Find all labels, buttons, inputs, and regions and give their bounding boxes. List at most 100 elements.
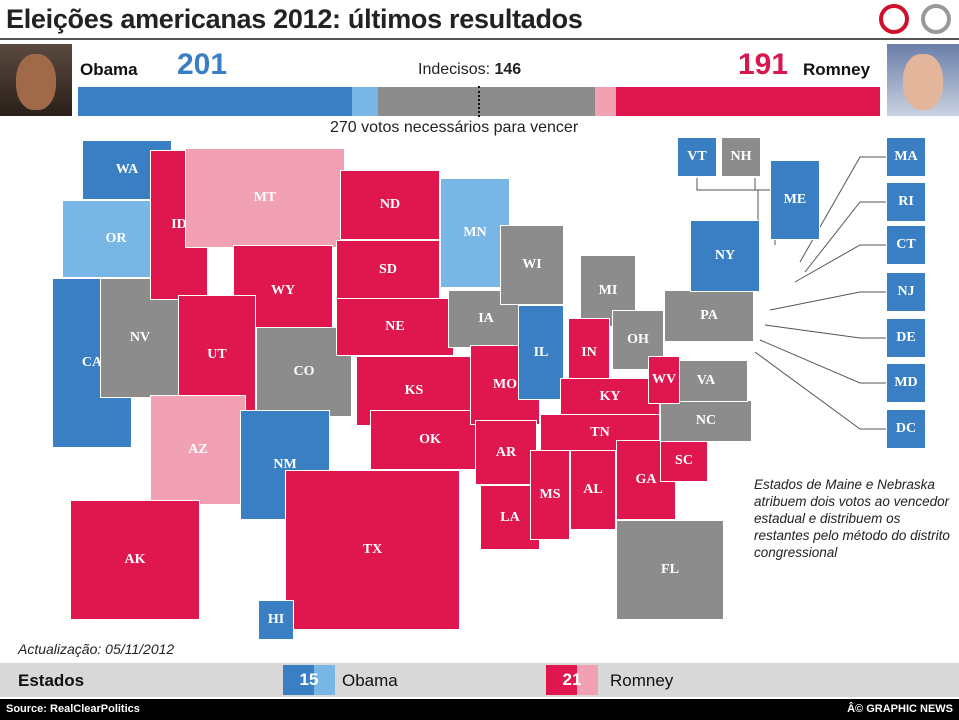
callout-de[interactable]: DE xyxy=(886,318,926,358)
obama-name: Obama xyxy=(80,60,138,79)
title-divider xyxy=(0,38,959,40)
state-label: WV xyxy=(651,372,677,387)
state-label: IN xyxy=(581,345,597,360)
state-label: NE xyxy=(385,319,405,334)
maine-nebraska-note: Estados de Maine e Nebraska atribuem doi… xyxy=(754,477,950,560)
state-label: SC xyxy=(675,453,693,468)
state-label: NY xyxy=(714,248,736,263)
state-label: ID xyxy=(171,217,187,232)
state-label: WI xyxy=(522,257,542,272)
state-ar[interactable]: AR xyxy=(475,420,537,485)
state-pa[interactable]: PA xyxy=(664,290,754,342)
state-label: SD xyxy=(379,262,397,277)
romney-photo xyxy=(887,44,959,116)
state-label: KS xyxy=(404,383,424,398)
undecided-votes: 146 xyxy=(494,61,522,78)
electoral-vote-bar xyxy=(78,87,880,116)
state-label: IA xyxy=(478,311,494,326)
state-in[interactable]: IN xyxy=(568,318,610,388)
state-il[interactable]: IL xyxy=(518,305,564,400)
footer: Source: RealClearPolitics Â© GRAPHIC NEW… xyxy=(0,699,959,720)
state-ny[interactable]: NY xyxy=(690,220,760,292)
state-label: PA xyxy=(700,308,718,323)
state-label: MT xyxy=(253,190,277,205)
state-label: WY xyxy=(270,283,296,298)
callout-ri[interactable]: RI xyxy=(886,182,926,222)
undecided-label: Indecisos: xyxy=(418,61,491,78)
state-az[interactable]: AZ xyxy=(150,395,246,505)
obama-photo xyxy=(0,44,72,116)
state-label: AK xyxy=(124,552,146,567)
state-label: LA xyxy=(500,509,520,525)
state-me[interactable]: ME xyxy=(770,160,820,240)
state-sc[interactable]: SC xyxy=(660,440,708,482)
callout-nh[interactable]: NH xyxy=(721,137,761,177)
state-ak[interactable]: AK xyxy=(70,500,200,620)
legend-romney: Romney xyxy=(610,671,674,690)
bar-segment-undecided xyxy=(377,87,596,116)
state-label: NV xyxy=(129,330,151,345)
threshold-text: 270 votos necessários para vencer xyxy=(330,119,579,136)
state-label: AZ xyxy=(188,442,208,457)
page-title: Eleições americanas 2012: últimos result… xyxy=(6,4,583,34)
callout-ma[interactable]: MA xyxy=(886,137,926,177)
state-label: OK xyxy=(419,432,441,447)
legend-obama: Obama xyxy=(342,671,398,690)
credit-text: Â© GRAPHIC NEWS xyxy=(847,703,953,715)
state-label: MS xyxy=(539,487,561,502)
state-label: ME xyxy=(783,192,807,207)
romney-states-count: 21 xyxy=(546,665,598,695)
source-text: Source: RealClearPolitics xyxy=(6,703,140,715)
logo-red-ring-icon xyxy=(879,4,909,34)
state-nc[interactable]: NC xyxy=(660,400,752,442)
state-label: GA xyxy=(635,472,657,487)
state-label: VA xyxy=(696,373,716,388)
state-label: MI xyxy=(598,283,618,298)
state-label: NM xyxy=(273,457,297,472)
callout-ct[interactable]: CT xyxy=(886,225,926,265)
state-label: HI xyxy=(267,612,285,627)
state-label: NC xyxy=(695,413,717,428)
callout-dc[interactable]: DC xyxy=(886,409,926,449)
state-label: TX xyxy=(362,542,383,557)
state-label: OH xyxy=(627,332,649,347)
romney-votes: 191 xyxy=(738,48,789,81)
romney-name: Romney xyxy=(803,60,871,79)
state-label: WA xyxy=(115,162,139,177)
state-label: CO xyxy=(293,364,315,379)
states-legend: Estados 15 Obama 21 Romney xyxy=(0,663,959,697)
state-label: FL xyxy=(661,562,679,577)
state-ok[interactable]: OK xyxy=(370,410,490,470)
state-sd[interactable]: SD xyxy=(336,240,440,300)
state-label: AL xyxy=(583,482,603,497)
state-nd[interactable]: ND xyxy=(340,170,440,240)
logo-gray-ring-icon xyxy=(921,4,951,34)
state-mt[interactable]: MT xyxy=(185,148,345,248)
state-label: TN xyxy=(590,425,610,440)
state-ne[interactable]: NE xyxy=(336,298,454,356)
obama-votes: 201 xyxy=(177,48,228,81)
state-wi[interactable]: WI xyxy=(500,225,564,305)
state-ms[interactable]: MS xyxy=(530,450,570,540)
obama-states-count: 15 xyxy=(283,665,335,695)
bar-segment-romney_lean xyxy=(595,87,617,116)
callout-md[interactable]: MD xyxy=(886,363,926,403)
callout-vt[interactable]: VT xyxy=(677,137,717,177)
state-label: AR xyxy=(495,444,517,460)
state-label: UT xyxy=(207,347,227,362)
state-wv[interactable]: WV xyxy=(648,356,680,404)
bar-segment-obama_lean xyxy=(352,87,378,116)
state-mn[interactable]: MN xyxy=(440,178,510,288)
undecided-count: Indecisos: 146 xyxy=(418,61,521,79)
state-label: IL xyxy=(533,344,549,360)
state-label: MO xyxy=(492,377,518,392)
state-tx[interactable]: TX xyxy=(285,470,460,630)
state-al[interactable]: AL xyxy=(570,450,616,530)
state-hi[interactable]: HI xyxy=(258,600,294,640)
state-fl[interactable]: FL xyxy=(616,520,724,620)
update-date: Actualização: 05/11/2012 xyxy=(18,641,175,657)
state-label: MN xyxy=(463,225,487,240)
callout-nj[interactable]: NJ xyxy=(886,272,926,312)
state-ky[interactable]: KY xyxy=(560,378,660,416)
